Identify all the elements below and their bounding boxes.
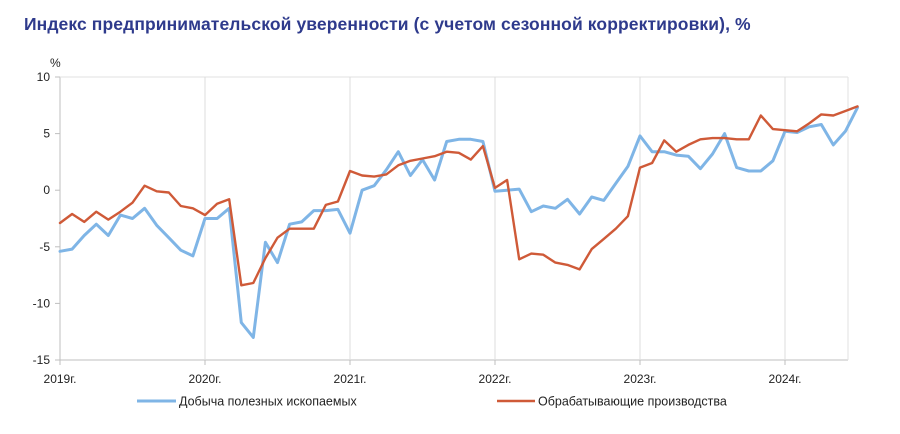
x-tick-label: 2023г.: [624, 372, 657, 386]
x-tick-label: 2024г.: [769, 372, 802, 386]
y-axis: 10 5 0 -5 -10 -15: [33, 70, 60, 367]
plot-area: [58, 105, 859, 339]
y-tick-label: 5: [43, 127, 50, 141]
y-tick-label: 0: [43, 183, 50, 197]
x-tick-label: 2019г.: [44, 372, 77, 386]
grid: [59, 76, 849, 361]
legend-label-mining: Добыча полезных ископаемых: [179, 395, 357, 409]
series-line-manufacturing: [58, 105, 859, 287]
x-tick-label: 2022г.: [479, 372, 512, 386]
x-tick-label: 2021г.: [334, 372, 367, 386]
series-line-mining: [58, 106, 859, 339]
y-axis-unit-label: %: [50, 56, 61, 70]
legend: Добыча полезных ископаемых Обрабатывающи…: [137, 395, 727, 409]
y-tick-label: -5: [39, 240, 50, 254]
y-tick-label: -10: [33, 296, 51, 310]
legend-label-manufacturing: Обрабатывающие производства: [538, 395, 727, 409]
x-axis: 2019г. 2020г. 2021г. 2022г. 2023г. 2024г.: [44, 360, 802, 386]
x-tick-label: 2020г.: [189, 372, 222, 386]
y-tick-label: -15: [33, 353, 51, 367]
chart-title: Индекс предпринимательской уверенности (…: [24, 14, 751, 34]
y-tick-label: 10: [37, 70, 51, 84]
